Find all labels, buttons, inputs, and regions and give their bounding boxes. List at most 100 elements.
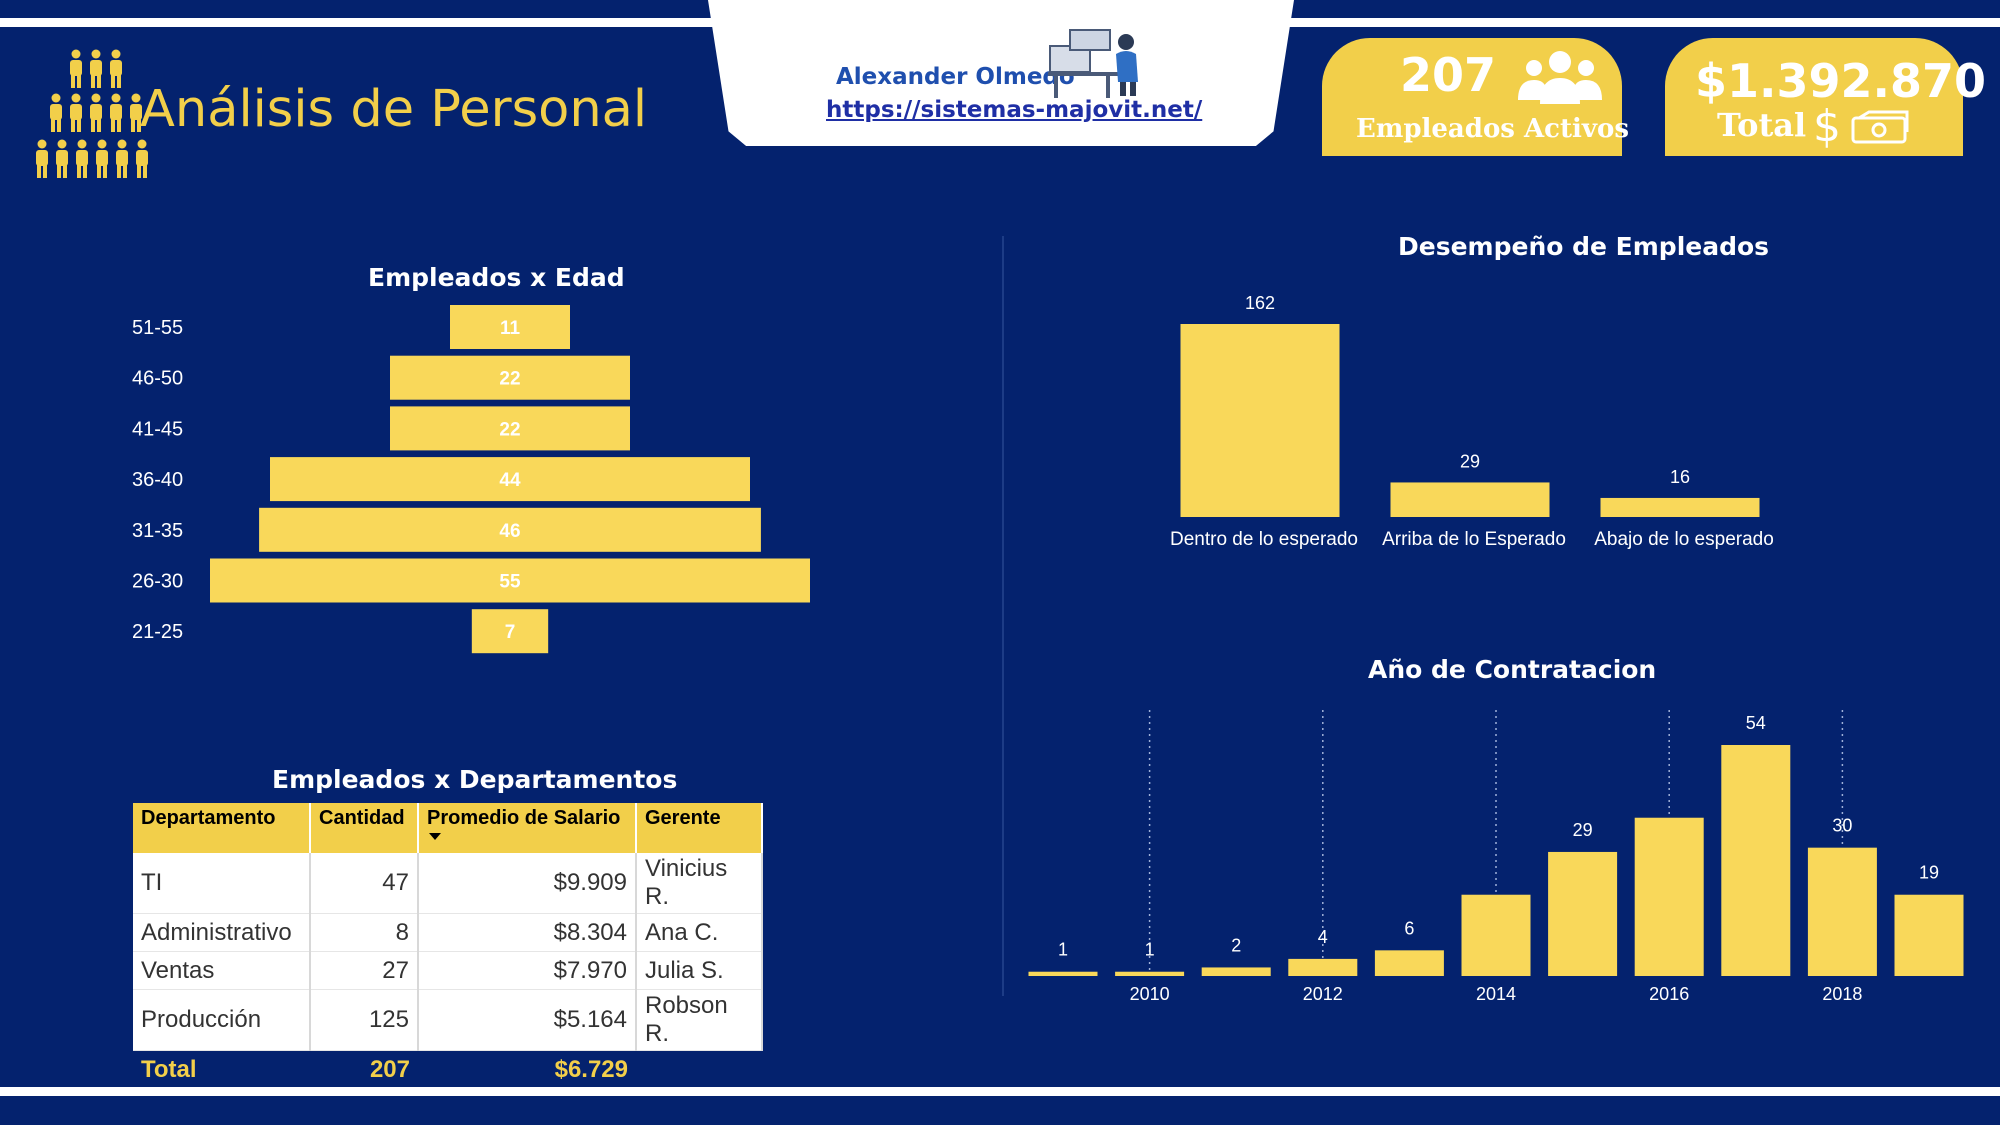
person-body [70, 60, 82, 76]
person-figure [76, 139, 88, 178]
performance-bar [1600, 497, 1760, 517]
person-head [111, 49, 121, 59]
age-value-label: 22 [499, 419, 520, 440]
age-value-label: 22 [499, 369, 520, 390]
column-header-label: Promedio de Salario [427, 807, 621, 829]
money-bill-icon [1851, 110, 1909, 144]
table-total-row: Total 207 $6.729 [133, 1051, 762, 1089]
person-figure [110, 49, 122, 88]
hiring-value-label: 4 [1318, 927, 1328, 947]
performance-category-label: Abajo de lo esperado [1594, 529, 1774, 550]
person-leg [71, 118, 75, 132]
hiring-bar [1894, 894, 1964, 976]
age-category-label: 51-55 [132, 317, 183, 339]
age-chart: 51-55 11 46-50 22 41-45 22 36-40 44 31-35 46 26-30… [132, 305, 810, 654]
person-body [36, 150, 48, 166]
person-leg [37, 164, 41, 178]
person-leg [57, 118, 61, 132]
table-cell: TI [133, 853, 311, 914]
table-row: Producción 125 $5.164 Robson R. [133, 989, 763, 1051]
desk-worker-icon [1048, 29, 1138, 98]
column-header-cantidad[interactable]: Cantidad [310, 803, 419, 853]
person-figure [70, 93, 82, 132]
hiring-value-label: 1 [1145, 940, 1155, 960]
person-body [50, 104, 62, 120]
performance-category-label: Arriba de lo Esperado [1382, 529, 1566, 550]
table-row: Ventas 27 $7.970 Julia S. [133, 951, 763, 990]
person-head [51, 93, 61, 103]
person-body [90, 60, 102, 76]
table-row: TI 47 $9.909 Vinicius R. [133, 853, 763, 914]
age-category-label: 31-35 [132, 520, 183, 542]
age-chart-title: Empleados x Edad [368, 263, 625, 292]
person-leg [77, 74, 81, 88]
author-name: Alexander Olmedo [836, 64, 1075, 90]
group-icon [1518, 51, 1602, 104]
person-leg [77, 118, 81, 132]
person-figure [96, 139, 108, 178]
person-leg [117, 164, 121, 178]
kpi-total-value: $1.392.870 [1695, 54, 1987, 108]
hiring-bar [1028, 971, 1098, 976]
person-leg [131, 118, 135, 132]
hiring-bar [1548, 851, 1618, 976]
person-figure [136, 139, 148, 178]
dollar-icon: $ [1813, 101, 1841, 152]
table-cell: Ventas [133, 951, 311, 990]
hiring-value-label: 2 [1231, 935, 1241, 955]
person-figure [56, 139, 68, 178]
person-leg [143, 164, 147, 178]
age-category-label: 36-40 [132, 469, 183, 491]
hiring-value-label: 54 [1746, 713, 1766, 733]
person-leg [51, 118, 55, 132]
column-header-departamento[interactable]: Departamento [133, 803, 311, 853]
person-head [57, 139, 67, 149]
table-cell: Robson R. [636, 989, 763, 1051]
performance-value-label: 162 [1245, 293, 1275, 313]
person-figure [110, 93, 122, 132]
author-link[interactable]: https://sistemas-majovit.net/ [826, 97, 1203, 123]
age-bar [270, 457, 750, 502]
table-cell: 8 [310, 913, 419, 952]
person-leg [123, 164, 127, 178]
table-cell: Total [141, 1055, 197, 1083]
person-figure [70, 49, 82, 88]
person-leg [63, 164, 67, 178]
age-value-label: 55 [499, 572, 521, 593]
age-category-label: 21-25 [132, 621, 183, 643]
table-cell: Administrativo [133, 913, 311, 952]
column-header-promedio-salario[interactable]: Promedio de Salario [418, 803, 637, 853]
age-bar [259, 507, 761, 552]
age-bar [450, 305, 570, 349]
hiring-bar [1374, 950, 1444, 976]
column-header-gerente[interactable]: Gerente [636, 803, 763, 853]
person-body [110, 60, 122, 76]
person-leg [97, 164, 101, 178]
hiring-value-label: 19 [1919, 863, 1939, 883]
person-leg [43, 164, 47, 178]
person-leg [83, 164, 87, 178]
person-leg [137, 164, 141, 178]
hiring-tick-label: 2018 [1822, 984, 1862, 1004]
hiring-year-chart: 1 1 2 4 6 29 54 30 19 2010 2012 2014 2016 2018 [1028, 710, 1964, 1004]
person-leg [91, 118, 95, 132]
table-cell: $6.729 [554, 1055, 628, 1083]
person-head [37, 139, 47, 149]
person-leg [137, 118, 141, 132]
hiring-bar [1807, 847, 1877, 976]
age-category-label: 41-45 [132, 418, 183, 440]
hiring-bar [1461, 894, 1531, 976]
person-head [91, 49, 101, 59]
performance-category-label: Dentro de lo esperado [1170, 529, 1358, 550]
person-figure [116, 139, 128, 178]
hiring-bar [1288, 958, 1358, 976]
person-leg [97, 118, 101, 132]
kpi-total-label: Total [1717, 106, 1807, 144]
person-body [76, 150, 88, 166]
performance-chart-title: Desempeño de Empleados [1398, 232, 1770, 261]
performance-value-label: 16 [1670, 467, 1690, 487]
table-cell: $7.970 [418, 951, 637, 990]
departments-table-title: Empleados x Departamentos [272, 765, 678, 794]
table-cell: Producción [133, 989, 311, 1051]
table-row: Administrativo 8 $8.304 Ana C. [133, 913, 763, 952]
